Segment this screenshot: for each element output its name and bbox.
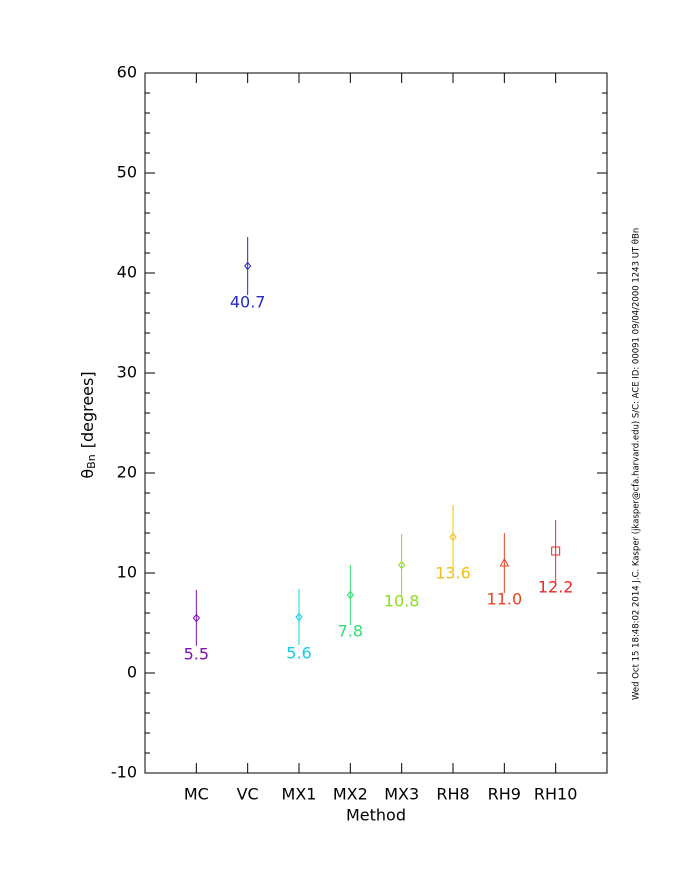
y-tick-label: 0 — [127, 663, 137, 682]
x-tick-label: MX2 — [333, 785, 368, 804]
marker — [449, 532, 457, 542]
x-tick-label: RH9 — [488, 785, 521, 804]
y-tick-label: 40 — [117, 263, 137, 282]
value-label: 40.7 — [230, 293, 266, 312]
value-label: 5.6 — [286, 644, 311, 663]
marker — [398, 560, 406, 570]
marker — [499, 557, 510, 567]
value-label: 7.8 — [338, 622, 363, 641]
y-label-subscript: Bn — [85, 454, 98, 469]
marker — [244, 261, 252, 271]
plot-frame — [144, 72, 608, 774]
y-tick-label: 50 — [117, 163, 137, 182]
marker — [346, 590, 354, 600]
x-tick-label: VC — [237, 785, 259, 804]
stamp: Wed Oct 15 18:48:02 2014 J.C. Kasper (jk… — [632, 228, 642, 700]
y-label-text: [degrees] — [78, 371, 97, 448]
y-tick-label: 60 — [117, 63, 137, 82]
value-label: 11.0 — [487, 590, 523, 609]
y-tick-label: 20 — [117, 463, 137, 482]
y-label-symbol: θ — [78, 469, 97, 479]
x-tick-label: MX1 — [282, 785, 317, 804]
marker — [295, 612, 303, 622]
x-tick-label: MC — [184, 785, 209, 804]
marker — [192, 613, 200, 623]
y-axis-label: θBn [degrees] — [78, 371, 99, 478]
y-tick-label: 10 — [117, 563, 137, 582]
x-tick-label: RH8 — [436, 785, 469, 804]
x-tick-label: MX3 — [384, 785, 419, 804]
y-tick-label: 30 — [117, 363, 137, 382]
value-label: 10.8 — [384, 592, 420, 611]
x-tick-label: RH10 — [534, 785, 578, 804]
y-tick-label: -10 — [111, 763, 137, 782]
marker — [551, 546, 561, 556]
value-label: 5.5 — [184, 645, 209, 664]
value-label: 12.2 — [538, 578, 574, 597]
value-label: 13.6 — [435, 564, 471, 583]
x-axis-label: Method — [346, 806, 406, 825]
